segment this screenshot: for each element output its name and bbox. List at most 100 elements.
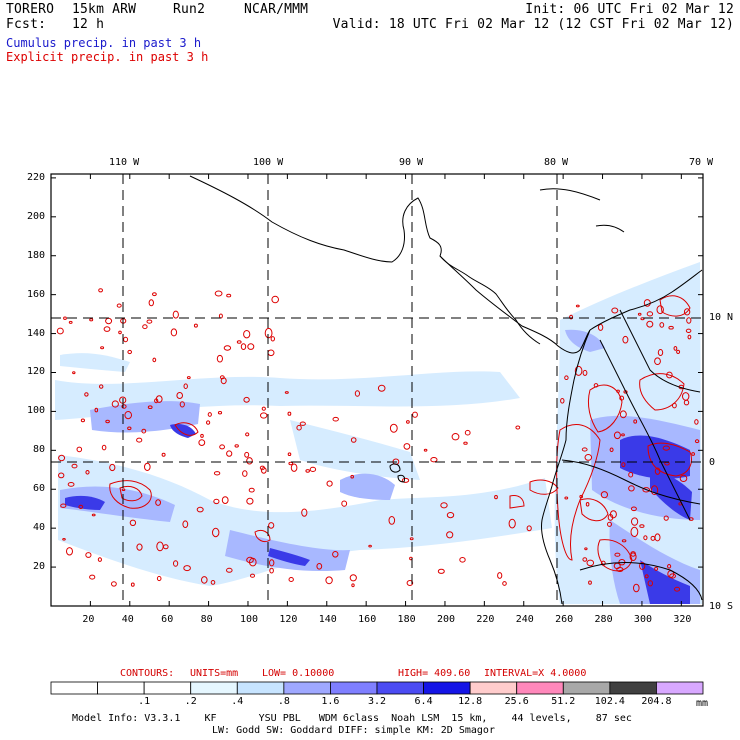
explicit-speckle xyxy=(409,537,414,541)
explicit-speckle xyxy=(628,471,634,478)
explicit-speckle xyxy=(85,470,90,475)
y-tick-label: 80 xyxy=(33,444,46,456)
explicit-speckle xyxy=(299,421,306,426)
explicit-speckle xyxy=(526,525,532,532)
explicit-speckle xyxy=(316,563,323,570)
explicit-speckle xyxy=(207,412,212,417)
explicit-speckle xyxy=(611,307,619,314)
fcst-label: Fcst: xyxy=(6,17,47,32)
explicit-speckle xyxy=(170,328,178,337)
contours-interval: INTERVAL=X 4.0000 xyxy=(484,668,587,679)
explicit-speckle xyxy=(109,463,116,472)
explicit-speckle xyxy=(350,474,355,479)
explicit-speckle xyxy=(246,457,253,465)
x-tick-label: 80 xyxy=(200,614,213,625)
explicit-speckle xyxy=(161,452,166,457)
explicit-speckle xyxy=(247,343,255,350)
explicit-speckle xyxy=(663,515,669,521)
explicit-speckle xyxy=(66,547,73,556)
explicit-speckle xyxy=(309,466,317,472)
explicit-speckle xyxy=(221,496,229,505)
explicit-speckle xyxy=(654,357,661,366)
explicit-speckle xyxy=(264,327,273,339)
explicit-speckle xyxy=(406,580,414,586)
explicit-speckle xyxy=(377,384,386,392)
y-tick-marks xyxy=(51,177,703,568)
explicit-speckle xyxy=(629,552,637,562)
explicit-speckle xyxy=(430,457,438,463)
explicit-speckle xyxy=(609,510,617,519)
explicit-speckle xyxy=(639,562,646,570)
explicit-speckle xyxy=(147,405,153,410)
explicit-speckle xyxy=(58,454,66,462)
explicit-speckle xyxy=(630,526,639,538)
explicit-speckle xyxy=(246,497,254,505)
explicit-speckle xyxy=(290,463,298,472)
contours-high: HIGH= 409.60 xyxy=(398,668,471,679)
x-tick-label: 220 xyxy=(476,614,495,625)
explicit-speckle xyxy=(694,419,699,425)
explicit-speckle xyxy=(97,557,103,562)
y-tick-label: 200 xyxy=(27,210,46,222)
explicit-speckle xyxy=(332,551,339,558)
explicit-speckle xyxy=(111,581,117,587)
y-tick-label: 180 xyxy=(27,249,46,261)
explicit-speckle xyxy=(196,506,204,513)
colorbar-label: 102.4 xyxy=(594,696,625,707)
explicit-speckle xyxy=(600,491,609,499)
explicit-speckle xyxy=(72,371,76,375)
explicit-speckle xyxy=(325,576,333,585)
explicit-speckle xyxy=(403,443,411,450)
explicit-speckle xyxy=(497,572,503,579)
explicit-speckle xyxy=(389,423,398,433)
explicit-speckle xyxy=(212,527,220,538)
explicit-speckle xyxy=(582,557,588,562)
explicit-speckle xyxy=(654,467,661,475)
explicit-speckle xyxy=(628,485,635,492)
lon-label-90w: 90 W xyxy=(399,157,424,168)
explicit-speckle xyxy=(98,288,103,293)
explicit-speckle xyxy=(621,462,626,468)
explicit-speckle xyxy=(656,305,664,315)
explicit-speckle xyxy=(502,581,507,586)
explicit-speckle xyxy=(564,496,569,500)
explicit-speckle xyxy=(440,502,448,509)
contours-units: UNITS=mm xyxy=(190,668,239,679)
x-tick-label: 120 xyxy=(279,614,298,625)
model-info-line2: LW: Godd SW: Goddard DIFF: simple KM: 2D… xyxy=(212,725,495,736)
explicit-speckle xyxy=(679,474,688,482)
explicit-speckle xyxy=(261,406,266,411)
explicit-speckle xyxy=(368,544,372,548)
y-tick-label: 140 xyxy=(27,327,46,339)
explicit-speckle xyxy=(56,327,64,335)
explicit-speckle xyxy=(630,506,637,512)
explicit-speckle xyxy=(105,419,110,424)
x-tick-label: 260 xyxy=(555,614,574,625)
contours-low: LOW= 0.10000 xyxy=(262,668,335,679)
cumulus-legend: Cumulus precip. in past 3 h xyxy=(6,36,202,50)
explicit-speckle xyxy=(156,575,162,582)
explicit-speckle xyxy=(245,432,250,437)
explicit-speckle xyxy=(173,560,179,567)
contours-label: CONTOURS: xyxy=(120,668,175,679)
explicit-speckle xyxy=(642,487,651,493)
explicit-speckle xyxy=(593,383,599,388)
explicit-speckle xyxy=(80,418,86,423)
explicit-speckle xyxy=(99,384,104,389)
explicit-speckle xyxy=(223,345,232,351)
x-tick-label: 320 xyxy=(673,614,692,625)
explicit-speckle xyxy=(210,580,216,585)
explicit-speckle xyxy=(494,495,498,500)
explicit-speckle xyxy=(287,411,292,416)
explicit-speckle xyxy=(657,349,664,356)
model-name: TORERO xyxy=(6,2,55,17)
coastlines xyxy=(189,175,703,605)
explicit-speckle xyxy=(123,336,129,343)
explicit-speckle xyxy=(668,325,674,330)
explicit-speckle xyxy=(76,446,83,453)
y-tick-label: 20 xyxy=(33,561,46,573)
explicit-speckle xyxy=(236,340,242,344)
explicit-speckle xyxy=(148,299,155,307)
explicit-speckle xyxy=(142,324,148,330)
explicit-speckle xyxy=(78,504,84,509)
